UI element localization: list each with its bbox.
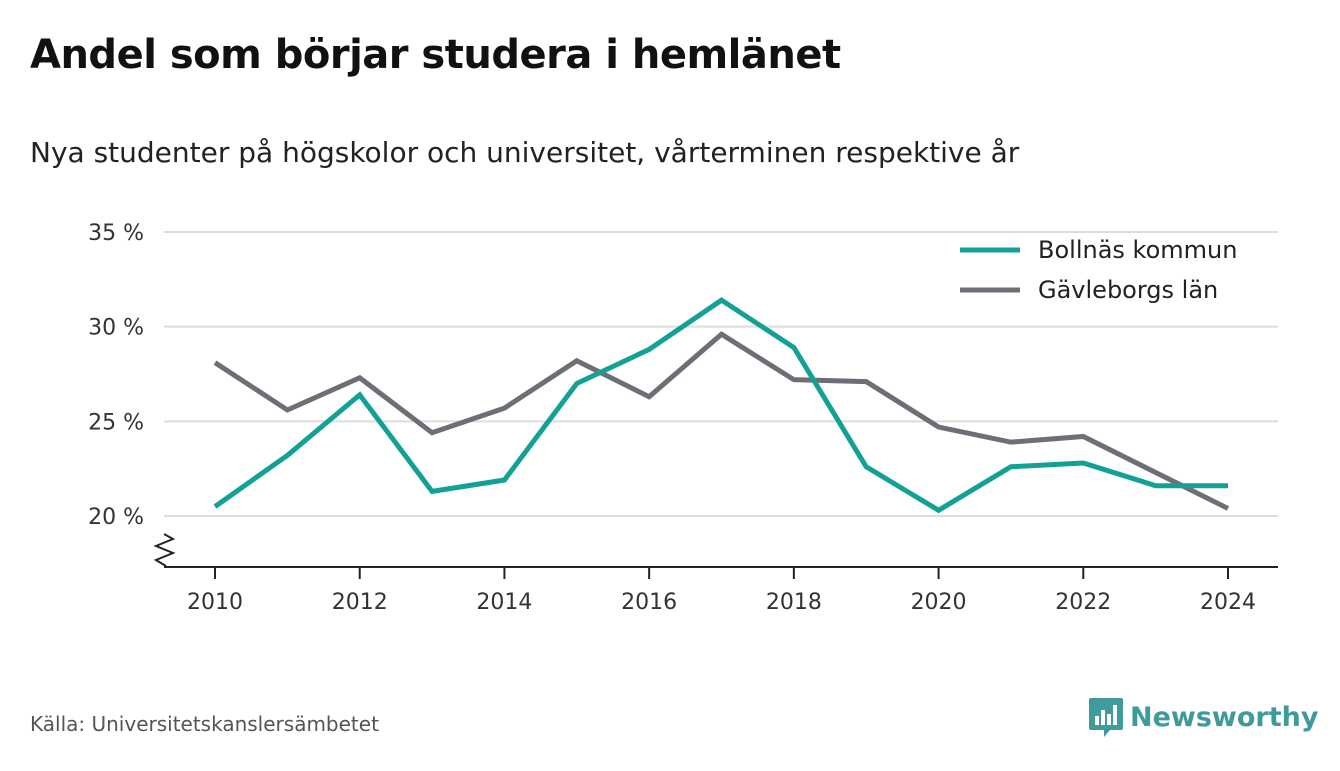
chart-title: Andel som börjar studera i hemlänet <box>30 32 841 78</box>
line-chart: 35 % 30 % 25 % 20 % 2010 2012 2014 2016 2018 2020… <box>88 221 1278 615</box>
axis-break-icon <box>153 533 176 567</box>
x-tick-label: 2016 <box>621 590 677 615</box>
legend-label-2: Gävleborgs län <box>1038 276 1218 304</box>
chart-subtitle: Nya studenter på högskolor och universit… <box>30 136 1020 169</box>
newsworthy-logo-icon <box>1089 698 1123 737</box>
y-tick-label: 35 % <box>88 221 144 246</box>
x-tick-label: 2018 <box>766 590 822 615</box>
brand-logo[interactable]: Newsworthy <box>1088 696 1318 738</box>
x-tick-label: 2014 <box>476 590 532 615</box>
x-tick-label: 2020 <box>911 590 967 615</box>
y-tick-label: 30 % <box>88 316 144 341</box>
x-tick-label: 2012 <box>332 590 388 615</box>
brand-name: Newsworthy <box>1130 701 1319 733</box>
source-note: Källa: Universitetskanslersämbetet <box>30 712 379 736</box>
y-tick-label: 25 % <box>88 410 144 435</box>
x-tick-label: 2024 <box>1200 590 1256 615</box>
x-tick-label: 2022 <box>1055 590 1111 615</box>
legend-label-1: Bollnäs kommun <box>1038 236 1237 264</box>
series-line-1 <box>213 297 1228 514</box>
x-tick-label: 2010 <box>187 590 243 615</box>
y-tick-label: 20 % <box>88 505 144 530</box>
series-line-2 <box>213 331 1230 511</box>
